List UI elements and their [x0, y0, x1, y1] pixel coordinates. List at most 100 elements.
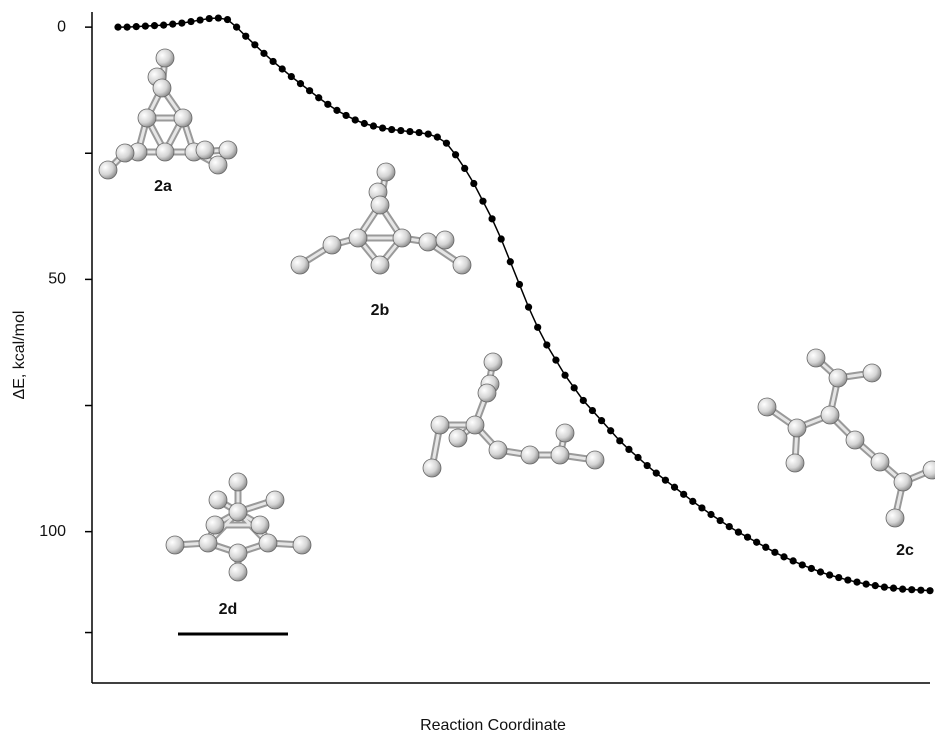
point [881, 584, 888, 591]
point [534, 324, 541, 331]
point [698, 504, 705, 511]
atom [453, 256, 471, 274]
y-axis-label: ΔE, kcal/mol [11, 311, 28, 400]
atom [807, 349, 825, 367]
point [671, 484, 678, 491]
point [644, 462, 651, 469]
point [215, 14, 222, 21]
point [370, 122, 377, 129]
point [653, 470, 660, 477]
point [835, 574, 842, 581]
atom [393, 229, 411, 247]
atom [423, 459, 441, 477]
point [251, 41, 258, 48]
point [461, 165, 468, 172]
y-tick-label: 0 [57, 18, 66, 35]
atom [894, 473, 912, 491]
atom [259, 534, 277, 552]
atom [99, 161, 117, 179]
point [808, 565, 815, 572]
atom [788, 419, 806, 437]
point [224, 16, 231, 23]
atom [196, 141, 214, 159]
point [571, 384, 578, 391]
atom [419, 233, 437, 251]
point [872, 582, 879, 589]
atom [489, 441, 507, 459]
point [306, 87, 313, 94]
atom [449, 429, 467, 447]
atom [371, 196, 389, 214]
point [552, 357, 559, 364]
point [388, 126, 395, 133]
point [133, 23, 140, 30]
atom [846, 431, 864, 449]
point [324, 101, 331, 108]
atom [291, 256, 309, 274]
point [771, 549, 778, 556]
atom [209, 156, 227, 174]
atom [436, 231, 454, 249]
atom [266, 491, 284, 509]
point [507, 258, 514, 265]
point [625, 446, 632, 453]
atom [153, 79, 171, 97]
chart: ΔE, kcal/mol Reaction Coordinate 2a 2b 2… [0, 0, 935, 736]
point [753, 539, 760, 546]
point [397, 127, 404, 134]
atom [166, 536, 184, 554]
point [151, 22, 158, 29]
point [233, 24, 240, 31]
annotation: 2a [154, 178, 172, 195]
point [142, 23, 149, 30]
point [279, 65, 286, 72]
atom [156, 143, 174, 161]
point [908, 586, 915, 593]
point [187, 18, 194, 25]
point [717, 517, 724, 524]
atom [174, 109, 192, 127]
annotation: 2b [371, 302, 390, 319]
point [616, 437, 623, 444]
point [425, 130, 432, 137]
atom [251, 516, 269, 534]
atom [871, 453, 889, 471]
point [890, 585, 897, 592]
point [415, 129, 422, 136]
point [607, 427, 614, 434]
point [342, 112, 349, 119]
point [242, 33, 249, 40]
atom [229, 544, 247, 562]
annotation: 2c [896, 542, 914, 559]
point [853, 578, 860, 585]
point [863, 581, 870, 588]
atom [116, 144, 134, 162]
atom [229, 503, 247, 521]
point [160, 22, 167, 29]
atom [556, 424, 574, 442]
point [726, 523, 733, 530]
point [288, 73, 295, 80]
atom [478, 384, 496, 402]
point [762, 544, 769, 551]
atom [209, 491, 227, 509]
point [114, 24, 121, 31]
point [297, 80, 304, 87]
point [452, 151, 459, 158]
point [525, 304, 532, 311]
x-axis-label: Reaction Coordinate [420, 717, 566, 734]
point [662, 477, 669, 484]
point [735, 529, 742, 536]
point [580, 397, 587, 404]
point [352, 116, 359, 123]
atom [484, 353, 502, 371]
atom [886, 509, 904, 527]
atom [377, 163, 395, 181]
point [844, 576, 851, 583]
point [197, 16, 204, 23]
atom [229, 563, 247, 581]
point [361, 120, 368, 127]
point [744, 534, 751, 541]
atom [863, 364, 881, 382]
atom [466, 416, 484, 434]
